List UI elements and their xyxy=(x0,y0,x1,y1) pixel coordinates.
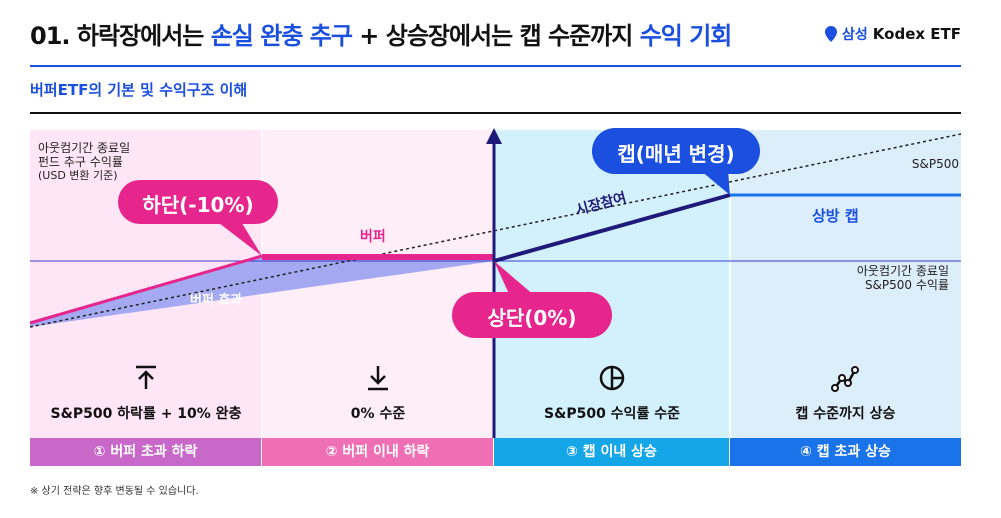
page-title: 01. 하락장에서는 손실 완충 추구 + 상승장에서는 캡 수준까지 수익 기… xyxy=(30,16,733,51)
trend-line-icon xyxy=(831,366,859,392)
bubble-lower-label: 하단(-10%) xyxy=(142,193,254,217)
section-subtitle: 버퍼ETF의 기본 및 수익구조 이해 xyxy=(30,81,248,99)
title-middle: + 상승장에서는 캡 수준까지 xyxy=(351,22,640,50)
brand-logo: 삼성 Kodex ETF xyxy=(825,24,961,44)
title-highlight-gain: 수익 기회 xyxy=(639,22,733,50)
location-pin-icon xyxy=(825,26,838,42)
title-prefix: 01. 하락장에서는 xyxy=(30,22,211,50)
category-1: S&P500 하락률 + 10% 완충 xyxy=(50,406,242,422)
bubble-cap-label: 캡(매년 변경) xyxy=(617,142,735,166)
pie-circle-icon xyxy=(599,365,625,391)
band-4: ④ 캡 초과 상승 xyxy=(730,438,961,466)
y-axis-label-line1: 아웃컴기간 종료일 xyxy=(38,141,131,155)
brand-korean: 삼성 xyxy=(842,27,868,43)
zone-bg-4 xyxy=(730,130,961,438)
category-2: 0% 수준 xyxy=(350,406,406,422)
bubble-upper-shape xyxy=(452,261,612,338)
y-axis-label-line2: 펀드 추구 수익률 xyxy=(38,155,123,169)
x-axis-label-line1: 아웃컴기간 종료일 xyxy=(856,264,949,278)
y-axis-label-line3: (USD 변환 기준) xyxy=(38,169,118,182)
y-axis-arrow xyxy=(486,128,502,144)
band-1: ① 버퍼 초과 하락 xyxy=(30,438,261,466)
buffer-label: 버퍼 xyxy=(360,229,386,245)
band-3: ③ 캡 이내 상승 xyxy=(494,438,729,466)
buffer-effect-label: 버퍼 효과 xyxy=(190,293,243,308)
bubble-lower-shape xyxy=(118,180,278,256)
arrow-down-bar-icon xyxy=(368,366,388,391)
section-divider xyxy=(30,112,961,114)
sp500-series-label: S&P500 xyxy=(911,157,959,171)
buffer-effect-area-upper xyxy=(30,256,494,323)
brand-name: Kodex ETF xyxy=(872,25,961,43)
fund-payoff-down xyxy=(29,254,263,325)
header-divider xyxy=(30,65,961,67)
bubble-upper-label: 상단(0%) xyxy=(487,306,577,330)
category-3: S&P500 수익률 수준 xyxy=(544,406,680,422)
band-2: ② 버퍼 이내 하락 xyxy=(262,438,493,466)
x-axis-label-line2: S&P500 수익률 xyxy=(864,278,949,292)
title-highlight-loss: 손실 완충 추구 xyxy=(210,22,353,50)
x-axis-label: 아웃컴기간 종료일 S&P500 수익률 xyxy=(857,264,949,292)
participation-line xyxy=(493,193,731,263)
arrow-up-bar-icon xyxy=(136,365,156,389)
upside-cap-label: 상방 캡 xyxy=(812,207,859,225)
bubble-cap-shape xyxy=(592,128,760,195)
category-4: 캡 수준까지 상승 xyxy=(795,406,896,422)
footnote: ※ 상기 전략은 향후 변동될 수 있습니다. xyxy=(30,486,199,497)
y-axis-label: 아웃컴기간 종료일 펀드 추구 수익률 (USD 변환 기준) xyxy=(38,141,130,183)
